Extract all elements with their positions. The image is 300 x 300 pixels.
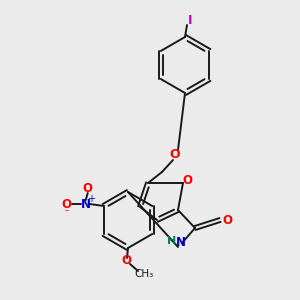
Text: O: O (182, 175, 192, 188)
Text: +: + (87, 194, 95, 204)
Text: O: O (121, 254, 131, 268)
Text: -: - (65, 205, 69, 215)
Text: O: O (170, 148, 180, 161)
Text: H: H (167, 236, 177, 246)
Text: O: O (222, 214, 232, 226)
Text: O: O (62, 197, 72, 211)
Text: I: I (188, 14, 192, 26)
Text: CH₃: CH₃ (134, 269, 154, 279)
Text: O: O (83, 182, 93, 194)
Text: N: N (81, 197, 91, 211)
Text: N: N (176, 236, 186, 250)
